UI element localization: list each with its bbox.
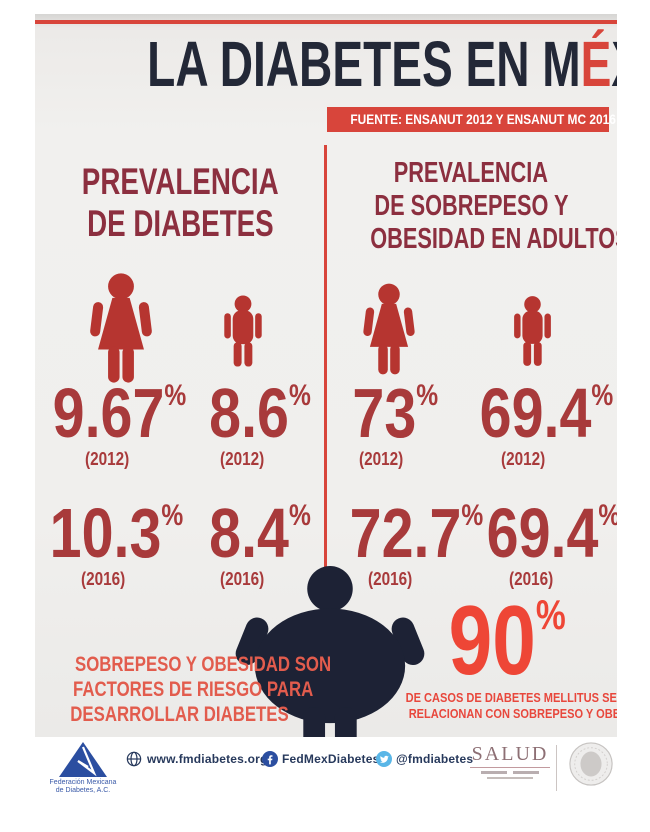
heading-line: PREVALENCIA bbox=[81, 161, 279, 202]
salud-subtext-bar bbox=[487, 777, 533, 779]
stat-obesity-men-2012: 69.4% (2012) bbox=[465, 378, 614, 469]
stat-year: (2016) bbox=[219, 569, 265, 589]
percent-sign: % bbox=[288, 499, 311, 532]
risk-line: DESARROLLAR DIABETES bbox=[70, 703, 289, 726]
heading-line: DE SOBREPESO Y bbox=[373, 190, 569, 222]
fmd-logo bbox=[58, 741, 108, 778]
footer: Federación Mexicana de Diabetes, A.C. ww… bbox=[0, 737, 650, 832]
twitter-handle-text: @fmdiabetes bbox=[396, 752, 474, 766]
facebook-handle-text: FedMexDiabetes bbox=[282, 752, 380, 766]
stat-year: (2012) bbox=[84, 449, 130, 469]
stat-value: 73 bbox=[352, 374, 417, 452]
source-banner: FUENTE: ENSANUT 2012 Y ENSANUT MC 2016 bbox=[327, 107, 616, 132]
obese-person-icon bbox=[230, 563, 430, 737]
salud-rule bbox=[470, 767, 550, 768]
stat-value: 8.4 bbox=[209, 494, 289, 572]
salud-logo: SALUD bbox=[468, 743, 552, 779]
gov-seal-icon bbox=[568, 741, 614, 787]
percent-sign: % bbox=[161, 499, 184, 532]
ninety-caption-line: RELACIONAN CON SOBREPESO Y OBESIDAD bbox=[408, 706, 617, 721]
poster-title: LA DIABETES EN MÉXICO bbox=[35, 26, 617, 102]
title-part1: LA DIABETES EN M bbox=[147, 28, 581, 100]
woman-icon bbox=[352, 278, 426, 380]
diabetes-section-heading: PREVALENCIA DE DIABETES bbox=[35, 161, 325, 245]
heading-line: PREVALENCIA bbox=[393, 157, 549, 189]
title-accent: É bbox=[580, 28, 612, 100]
poster-card: LA DIABETES EN MÉXICO FUENTE: ENSANUT 20… bbox=[35, 14, 617, 737]
salud-wordmark: SALUD bbox=[471, 743, 549, 765]
risk-line: SOBREPESO Y OBESIDAD SON bbox=[75, 653, 332, 676]
percent-sign: % bbox=[163, 379, 186, 412]
stat-year: (2016) bbox=[368, 569, 413, 589]
heading-line: DE DIABETES bbox=[86, 203, 274, 244]
percent-sign: % bbox=[598, 499, 617, 532]
percent-sign: % bbox=[461, 499, 484, 532]
stat-year: (2016) bbox=[508, 569, 554, 589]
man-icon bbox=[504, 282, 561, 380]
stat-obesity-women-2016: 72.7% (2016) bbox=[335, 498, 484, 589]
heading-line: OBESIDAD EN ADULTOS bbox=[370, 223, 617, 255]
title-part2: XICO bbox=[611, 28, 617, 100]
website-text: www.fmdiabetes.org bbox=[147, 752, 268, 766]
stat-value: 9.67 bbox=[52, 374, 164, 452]
fmd-caption-line: de Diabetes, A.C. bbox=[55, 787, 111, 794]
ninety-percent-claim: 90% DE CASOS DE DIABETES MELLITUS SE REL… bbox=[387, 591, 617, 722]
stat-value: 69.4 bbox=[486, 494, 599, 572]
stat-value: 10.3 bbox=[49, 494, 162, 572]
top-accent-line bbox=[35, 20, 617, 24]
fmd-logo-caption: Federación Mexicana de Diabetes, A.C. bbox=[24, 779, 142, 795]
risk-line: FACTORES DE RIESGO PARA bbox=[73, 678, 314, 701]
stat-diabetes-men-2016: 8.4% (2016) bbox=[198, 498, 311, 589]
percent-sign: % bbox=[591, 379, 614, 412]
man-icon bbox=[214, 278, 272, 384]
percent-sign: % bbox=[535, 591, 566, 638]
column-divider-line bbox=[324, 145, 327, 577]
ninety-value: 90 bbox=[448, 585, 536, 695]
fmd-caption-line: Federación Mexicana bbox=[49, 779, 117, 786]
stat-obesity-women-2012: 73% (2012) bbox=[343, 378, 443, 469]
stat-value: 72.7 bbox=[349, 494, 462, 572]
facebook-icon bbox=[262, 751, 278, 767]
woman-icon bbox=[75, 272, 167, 384]
stat-year: (2012) bbox=[358, 449, 404, 469]
stat-diabetes-women-2012: 9.67% (2012) bbox=[35, 378, 203, 469]
stat-year: (2012) bbox=[219, 449, 265, 469]
source-banner-text: FUENTE: ENSANUT 2012 Y ENSANUT MC 2016 bbox=[350, 111, 616, 127]
percent-sign: % bbox=[416, 379, 439, 412]
risk-message: SOBREPESO Y OBESIDAD SON FACTORES DE RIE… bbox=[43, 652, 331, 727]
salud-subtext-bars bbox=[468, 771, 552, 774]
stat-obesity-men-2016: 69.4% (2016) bbox=[472, 498, 617, 589]
obesity-section-heading: PREVALENCIA DE SOBREPESO Y OBESIDAD EN A… bbox=[327, 157, 617, 256]
ninety-caption-line: DE CASOS DE DIABETES MELLITUS SE bbox=[405, 690, 617, 705]
stat-value: 69.4 bbox=[479, 374, 592, 452]
stat-year: (2016) bbox=[80, 569, 126, 589]
stat-diabetes-women-2016: 10.3% (2016) bbox=[35, 498, 195, 589]
globe-icon bbox=[126, 751, 142, 767]
stat-value: 8.6 bbox=[209, 374, 289, 452]
twitter-icon bbox=[376, 751, 392, 767]
footer-divider-line bbox=[556, 745, 557, 791]
stat-diabetes-men-2012: 8.6% (2012) bbox=[198, 378, 311, 469]
percent-sign: % bbox=[288, 379, 311, 412]
stat-year: (2012) bbox=[500, 449, 546, 469]
